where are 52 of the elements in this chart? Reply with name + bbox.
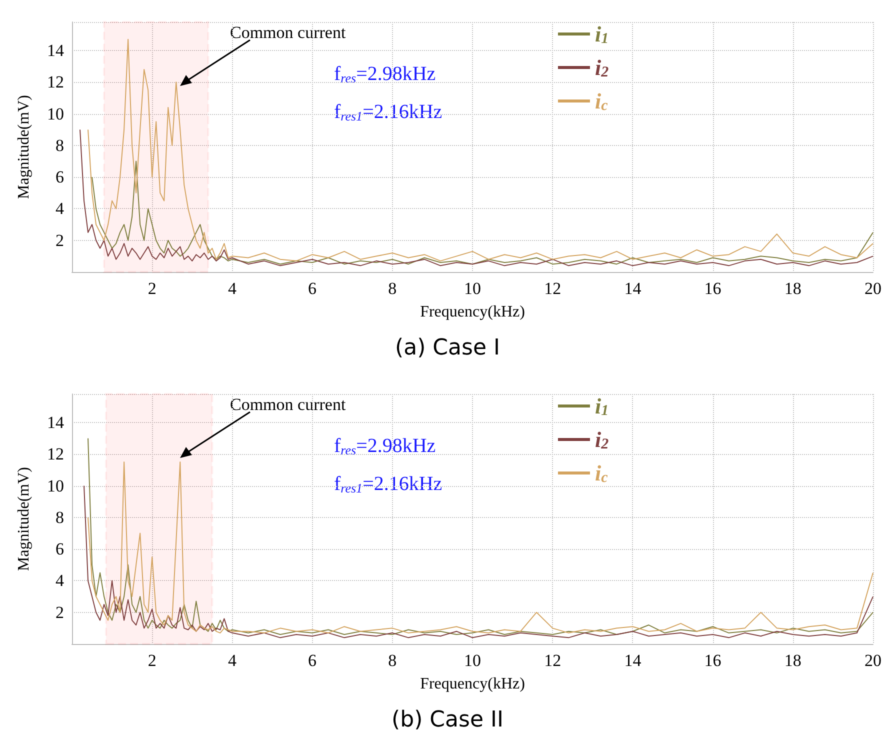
annotation: Common current (230, 23, 346, 42)
y-axis-title: Magnitude(mV) (16, 467, 32, 571)
y-tick-label: 10 (47, 476, 64, 496)
x-tick-label: 20 (864, 651, 882, 670)
x-tick-label: 2 (148, 279, 156, 298)
legend-label: i2 (594, 55, 610, 80)
x-tick-label: 20 (864, 279, 882, 298)
y-tick-label: 2 (56, 230, 64, 250)
y-tick-label: 2 (56, 602, 64, 622)
y-tick-label: 6 (56, 168, 64, 187)
y-tick-label: 14 (47, 40, 64, 60)
y-tick-label: 8 (56, 508, 64, 527)
x-axis-title: Frequency(kHz) (420, 304, 525, 320)
x-tick-label: 14 (624, 651, 642, 670)
y-tick-label: 4 (56, 199, 64, 218)
x-tick-label: 6 (308, 651, 317, 670)
x-tick-label: 12 (544, 279, 562, 298)
x-tick-label: 18 (784, 279, 802, 298)
x-tick-label: 2 (148, 651, 156, 670)
legend-label: i1 (594, 394, 609, 419)
x-tick-label: 8 (388, 651, 397, 670)
line-series (80, 129, 874, 266)
text: (a) Case I (395, 336, 500, 360)
legend-label: i1 (594, 22, 609, 47)
x-tick-label: 10 (464, 651, 481, 670)
x-tick-label: 18 (784, 651, 802, 670)
x-tick-label: 4 (228, 279, 237, 298)
x-tick-label: 12 (544, 651, 562, 670)
x-tick-label: 6 (308, 279, 317, 298)
annotation: fres=2.98kHz (334, 63, 436, 86)
line-series (92, 160, 874, 265)
y-tick-label: 4 (56, 571, 64, 590)
y-tick-label: 6 (56, 540, 64, 559)
x-tick-label: 8 (388, 279, 397, 298)
x-tick-label: 14 (624, 279, 642, 298)
legend-label: ic (594, 460, 608, 486)
y-tick-label: 8 (56, 136, 64, 155)
y-tick-label: 12 (47, 444, 64, 464)
legend-label: ic (594, 88, 608, 114)
x-tick-label: 10 (464, 279, 481, 298)
y-tick-label: 12 (47, 72, 64, 92)
y-tick-label: 10 (47, 104, 64, 124)
x-tick-label: 16 (704, 651, 722, 670)
x-tick-label: 4 (228, 651, 237, 670)
x-tick-label: 16 (704, 279, 722, 298)
annotation: Common current (230, 395, 346, 414)
y-tick-label: 14 (47, 412, 64, 432)
annotation: fres=2.98kHz (334, 435, 436, 458)
text: (b) Case II (392, 708, 504, 732)
legend-label: i2 (594, 427, 610, 452)
x-axis-title: Frequency(kHz) (420, 676, 525, 692)
y-axis-title: Magnitude(mV) (16, 95, 32, 199)
